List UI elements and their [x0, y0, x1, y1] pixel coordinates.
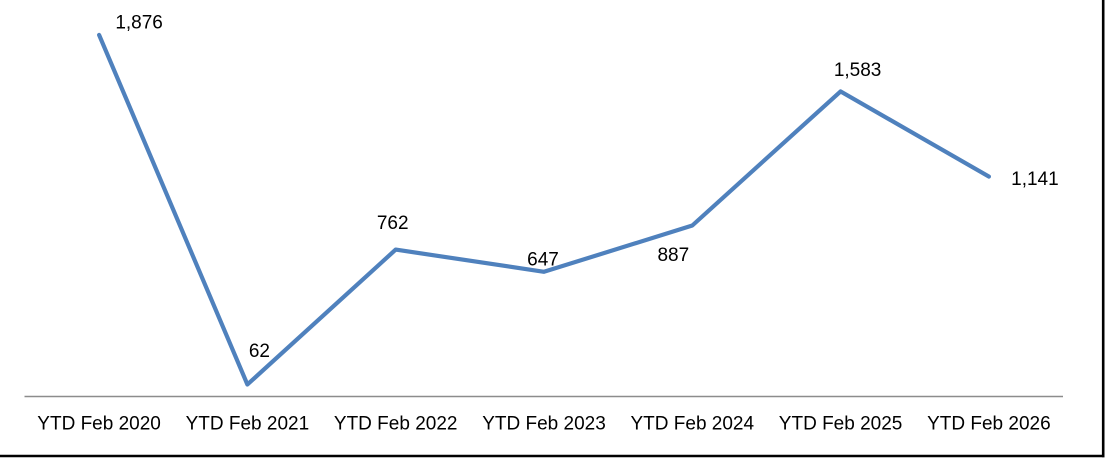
- data-label: 762: [377, 213, 409, 234]
- x-axis-label: YTD Feb 2020: [37, 414, 161, 435]
- data-label: 1,141: [1011, 169, 1059, 190]
- x-axis-label: YTD Feb 2022: [334, 414, 458, 435]
- x-axis-labels: YTD Feb 2020 YTD Feb 2021 YTD Feb 2022 YTD …: [37, 414, 1050, 435]
- data-label: 647: [527, 249, 559, 270]
- x-axis-label: YTD Feb 2024: [631, 414, 755, 435]
- x-axis-label: YTD Feb 2023: [482, 414, 606, 435]
- data-label: 62: [249, 341, 270, 362]
- series-line: [96, 32, 992, 387]
- x-axis-label: YTD Feb 2026: [927, 414, 1051, 435]
- data-label: 1,876: [115, 12, 163, 33]
- data-label: 1,583: [834, 60, 882, 81]
- x-axis-label: YTD Feb 2025: [779, 414, 903, 435]
- data-labels: 1,876 62 762 647 887 1,583 1,141: [115, 12, 1058, 362]
- data-label: 887: [657, 245, 689, 266]
- x-axis-label: YTD Feb 2021: [186, 414, 310, 435]
